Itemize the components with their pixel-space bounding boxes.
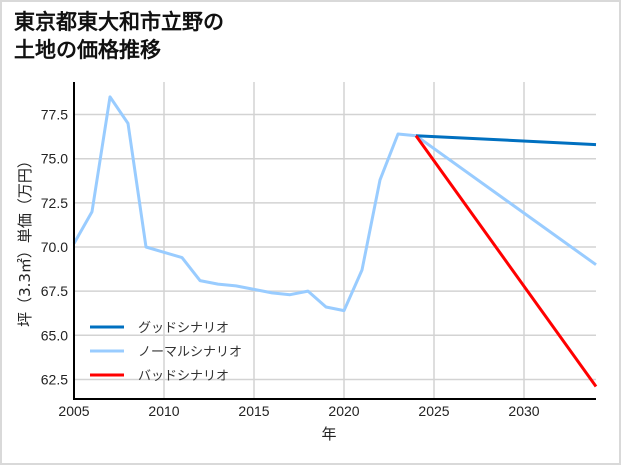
y-tick-label: 77.5 <box>41 107 68 123</box>
y-tick-label: 62.5 <box>41 371 68 387</box>
series-line-2 <box>414 134 598 388</box>
x-tick-label: 2030 <box>508 403 539 419</box>
chart-title-line-2: 土地の価格推移 <box>14 38 161 62</box>
x-tick-label: 2010 <box>148 403 179 419</box>
y-tick-label: 65.0 <box>41 327 68 343</box>
legend-label-0: グッドシナリオ <box>138 321 229 336</box>
y-tick-label: 67.5 <box>41 283 68 299</box>
series-line-0 <box>415 134 597 147</box>
legend-label-2: バッドシナリオ <box>138 369 229 384</box>
chart-title-line-1: 東京都東大和市立野の <box>14 10 224 34</box>
x-tick-label: 2025 <box>418 403 449 419</box>
chart-title: 東京都東大和市立野の 土地の価格推移 <box>14 8 224 64</box>
y-axis-label: 坪（3.3㎡）単価（万円） <box>16 153 34 327</box>
y-tick-label: 72.5 <box>41 195 68 211</box>
x-tick-label: 2005 <box>58 403 89 419</box>
series-line-1 <box>72 95 597 313</box>
x-tick-label: 2020 <box>328 403 359 419</box>
x-axis-label: 年 <box>321 425 336 443</box>
y-tick-label: 70.0 <box>41 239 68 255</box>
x-tick-label: 2015 <box>238 403 269 419</box>
legend-label-1: ノーマルシナリオ <box>138 345 242 360</box>
y-tick-label: 75.0 <box>41 151 68 167</box>
